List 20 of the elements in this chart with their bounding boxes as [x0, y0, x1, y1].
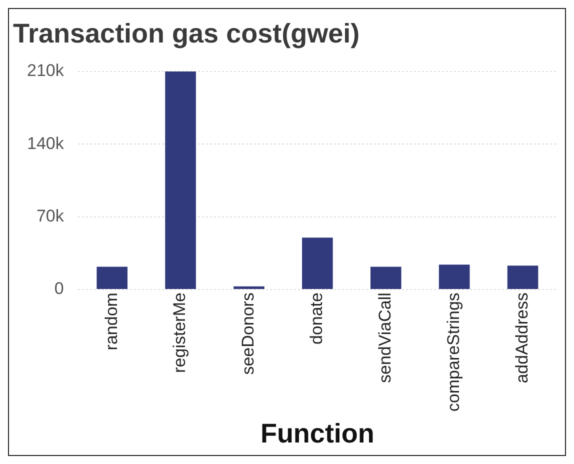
x-tick-label: compareStrings: [444, 292, 464, 412]
y-tick-label: 70k: [36, 206, 64, 226]
x-axis-title: Function: [260, 418, 374, 448]
x-tick-label: addAddress: [512, 292, 532, 384]
x-tick-label: random: [102, 292, 121, 350]
y-tick-label: 0: [54, 279, 64, 298]
bar: [370, 266, 402, 290]
x-tick-label: sendViaCall: [376, 292, 395, 383]
chart-title: Transaction gas cost(gwei): [13, 18, 360, 49]
y-tick-label: 140k: [26, 134, 64, 153]
bar: [165, 71, 196, 290]
bar: [96, 266, 128, 290]
x-tick-label: seeDonors: [238, 292, 258, 375]
y-tick-label: 210k: [26, 61, 64, 80]
bar: [438, 264, 470, 290]
bar: [234, 286, 264, 290]
x-tick-label: donate: [307, 292, 326, 345]
x-tick-label: registerMe: [170, 292, 190, 373]
bar: [507, 266, 538, 290]
bar: [302, 238, 333, 290]
